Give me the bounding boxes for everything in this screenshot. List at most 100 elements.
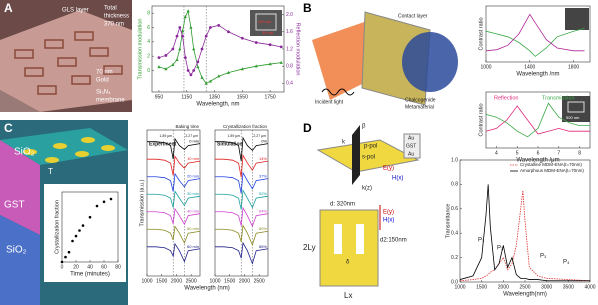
legend-label: 80%: [259, 226, 267, 231]
x-tick-label: 20: [73, 264, 79, 270]
x-tick-label: 4: [495, 150, 498, 156]
panel-c-render: C SiO₂ GST SiO₂ T: [0, 120, 128, 305]
label: GST: [406, 143, 416, 149]
y-axis-label: Contrast ratio: [478, 17, 484, 50]
y-tick-label: 2: [147, 53, 150, 59]
inset-ring: [567, 101, 585, 113]
x-tick-label: 1000: [141, 278, 152, 284]
y-tick-label: 1.0: [451, 157, 458, 163]
marker: [186, 69, 190, 72]
x-axis-label: Wavelength (nm): [184, 286, 229, 292]
y-tick-label: 0.6: [451, 206, 458, 212]
oxide-side: [0, 140, 40, 235]
label: d2:150nm: [380, 238, 407, 244]
marker: [186, 9, 190, 13]
series-line: [485, 102, 590, 138]
marker: [217, 23, 221, 27]
label: Au: [408, 135, 414, 141]
y2-tick-label: 0.4: [286, 81, 293, 87]
plot-frame: [146, 129, 201, 277]
point: [67, 250, 71, 254]
point: [64, 255, 67, 259]
label: δ: [346, 260, 350, 266]
marker: [254, 41, 258, 44]
marker: [254, 64, 258, 68]
label: 70 nm: [96, 70, 113, 76]
legend-label: Crystalline MDM-ENA(t=70nm): [520, 162, 582, 167]
x-tick-label: 60: [101, 264, 107, 270]
series-line: [215, 136, 269, 162]
x-tick-label: 2500: [519, 284, 530, 290]
chart-header: Crystallization fraction: [223, 124, 268, 129]
marker: [196, 65, 200, 69]
inset-label: 35 nm: [262, 30, 274, 35]
x-tick-label: 1750: [265, 94, 276, 100]
peak-label: P₃: [540, 254, 547, 260]
series-line: [147, 242, 201, 263]
x-tick-label: 1500: [224, 278, 235, 284]
series-line: [459, 190, 591, 282]
chart-header: Baking time: [175, 124, 199, 129]
marker: [181, 34, 184, 38]
x-tick-label: 8: [578, 150, 581, 156]
peak-label: P₄: [563, 260, 570, 266]
slab: [0, 10, 132, 112]
plot-frame: [485, 5, 591, 63]
x-tick-label: 6: [537, 150, 540, 156]
label: k: [342, 140, 346, 146]
x-tick-label: 1500: [476, 284, 487, 290]
label: Chalcogenide: [405, 97, 436, 103]
x-tick-label: 2500: [186, 278, 197, 284]
x-tick-label: 1000: [480, 64, 491, 70]
legend-label: 14%: [259, 156, 267, 161]
series-line: [147, 225, 201, 244]
x-tick-label: 1500: [156, 278, 167, 284]
y2-tick-label: 1.2: [286, 46, 293, 52]
marker: [192, 47, 196, 51]
y2-tick-label: 1.6: [286, 29, 293, 35]
slot: [356, 224, 364, 254]
label: E(y): [383, 210, 394, 216]
y-axis-label: Contrast ratio: [478, 103, 484, 136]
panel-label: A: [4, 1, 13, 15]
y-tick-label: 0.0: [451, 279, 458, 285]
x-tick-label: 80: [115, 264, 121, 270]
legend-label: 0 min: [189, 139, 199, 144]
x-tick-label: 7: [557, 150, 560, 156]
series-line: [215, 241, 269, 265]
layer-key: [403, 133, 421, 159]
annotation: 2.27 μm: [185, 134, 198, 138]
point: [81, 224, 85, 227]
series-line: [158, 24, 282, 76]
marker: [279, 45, 283, 49]
marker: [200, 47, 204, 51]
marker: [164, 54, 168, 57]
series-line: [147, 137, 201, 160]
gold-pattern: [14, 31, 123, 95]
label: H(x): [392, 176, 403, 182]
panel-b-render: B Contact layer Incident light Chalcogen…: [300, 0, 460, 118]
point: [78, 229, 81, 232]
x-tick-label: 3000: [541, 284, 552, 290]
y2-tick-label: 0.8: [286, 64, 293, 70]
label: 2Ly: [303, 243, 316, 252]
marker: [171, 47, 175, 51]
label: Gold: [96, 78, 109, 84]
marker: [279, 60, 283, 64]
label: H(x): [383, 218, 394, 224]
chart-title: Experiment: [149, 141, 177, 147]
marker: [183, 56, 187, 59]
label: β: [362, 124, 366, 130]
series-line: [485, 13, 585, 52]
label: E(y): [383, 166, 394, 172]
y-axis-label: Crystallization fraction: [54, 200, 60, 254]
y2-axis-label: Reflection modulation: [295, 23, 301, 76]
y-tick-label: 0.8: [451, 182, 458, 188]
panel-label: B: [303, 1, 312, 15]
marker: [268, 43, 272, 47]
plot-frame: [214, 129, 269, 277]
x-tick-label: 1350: [209, 94, 220, 100]
marker: [227, 30, 230, 34]
marker: [175, 57, 179, 61]
x-axis-label: Wavelength, nm: [196, 102, 239, 108]
